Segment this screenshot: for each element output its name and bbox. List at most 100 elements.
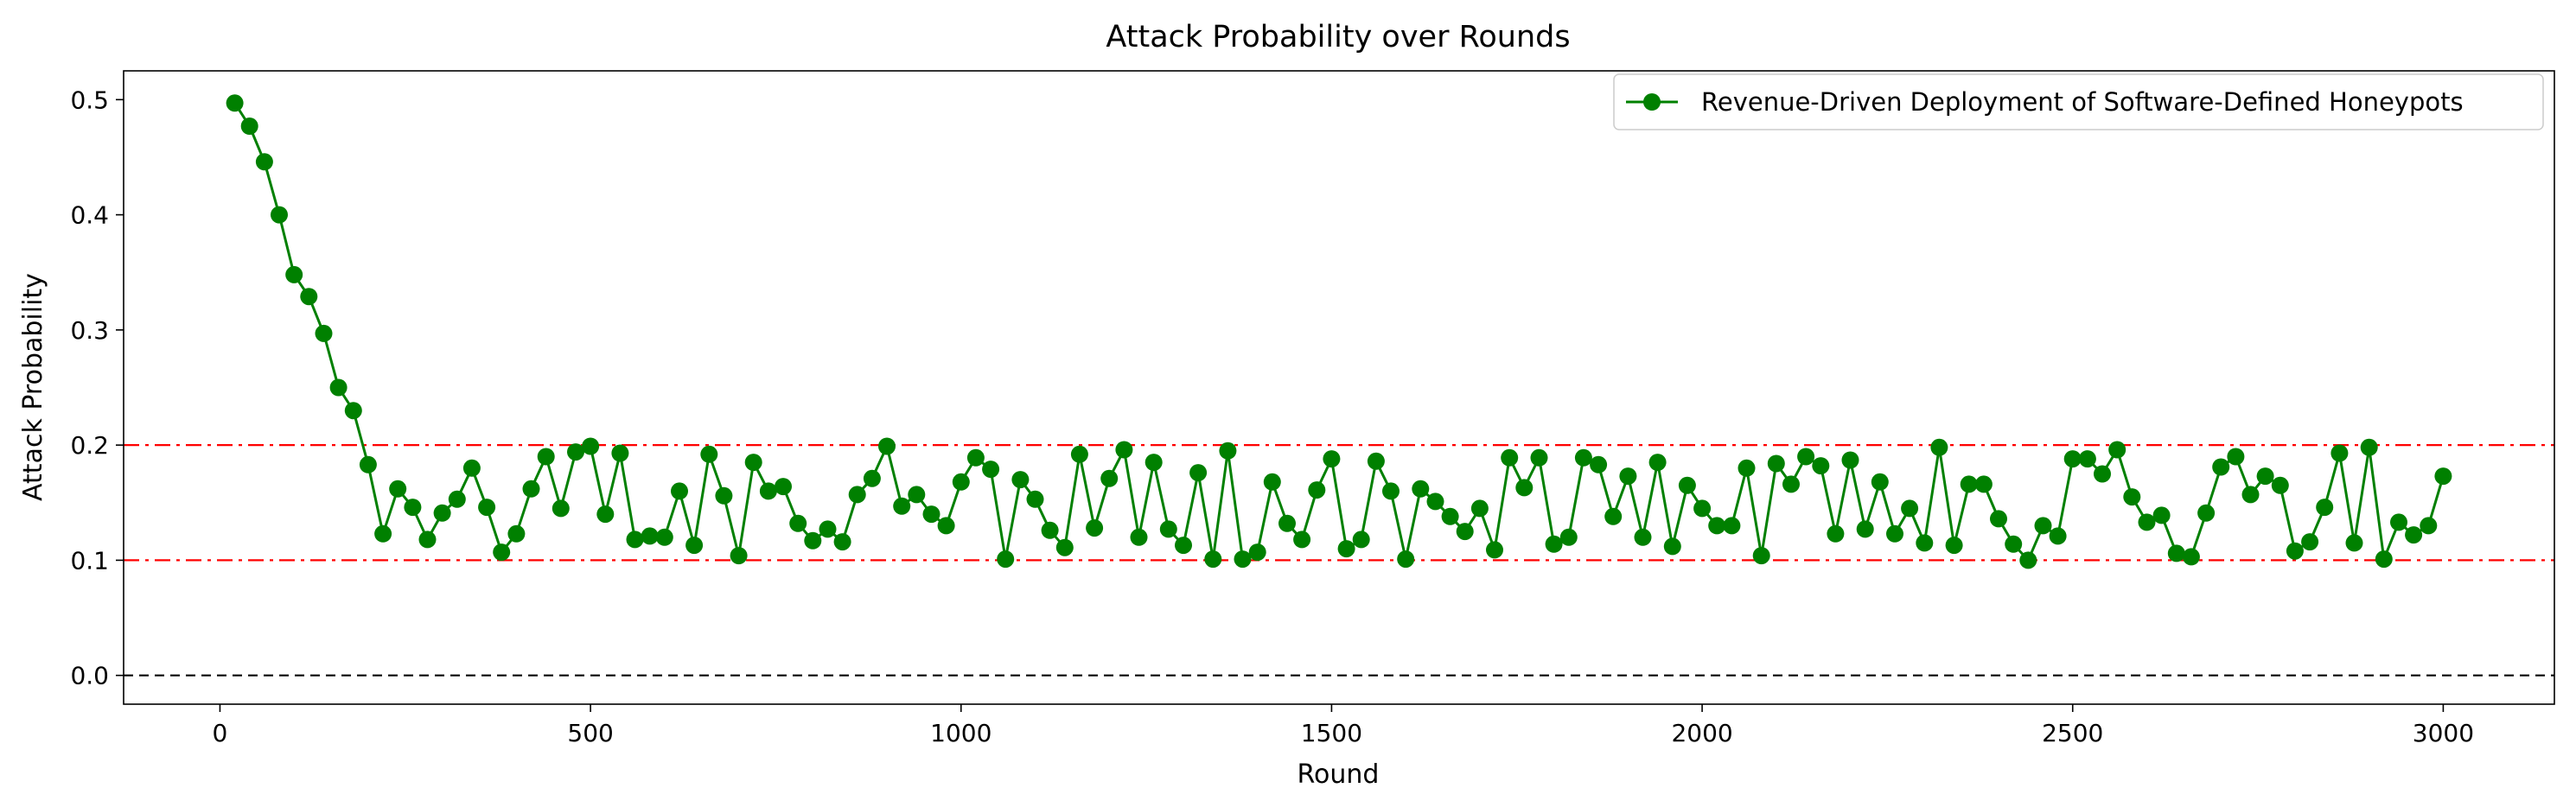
data-point — [1100, 469, 1119, 487]
data-point — [2316, 499, 2334, 517]
data-point — [1041, 521, 1059, 539]
data-point — [2152, 506, 2171, 524]
x-tick-label: 3000 — [2413, 719, 2474, 747]
data-point — [552, 499, 570, 518]
y-tick-label: 0.5 — [70, 86, 109, 114]
y-tick-label: 0.2 — [70, 431, 109, 460]
data-point — [2286, 542, 2304, 560]
data-point — [1782, 475, 1800, 493]
y-axis-ticks: 0.0 0.1 0.2 0.3 0.4 0.5 — [70, 86, 124, 690]
chart-title: Attack Probability over Rounds — [1106, 20, 1570, 54]
data-point — [1219, 442, 1237, 460]
data-point — [240, 118, 258, 135]
data-point — [611, 444, 629, 462]
y-tick-label: 0.1 — [70, 546, 109, 575]
data-point — [2331, 444, 2349, 462]
data-point — [596, 505, 615, 524]
data-point — [1308, 481, 1326, 499]
y-axis-label: Attack Probability — [18, 273, 48, 501]
data-point — [1663, 537, 1681, 556]
data-point — [685, 537, 704, 555]
legend: Revenue-Driven Deployment of Software-De… — [1613, 73, 2544, 130]
data-point — [1723, 517, 1741, 535]
data-point — [1574, 448, 1592, 467]
data-point — [1960, 475, 1978, 493]
data-point — [1470, 499, 1489, 518]
data-point — [1930, 438, 1948, 456]
data-point — [1486, 541, 1503, 559]
data-point — [493, 543, 511, 562]
data-point — [537, 448, 555, 466]
data-point — [700, 445, 718, 463]
data-point — [1086, 519, 1104, 537]
data-point — [567, 443, 584, 461]
data-point — [833, 533, 851, 551]
data-point — [1426, 492, 1444, 511]
data-point — [2360, 438, 2378, 456]
data-point — [1827, 524, 1845, 543]
data-point — [1293, 531, 1311, 549]
data-point — [2345, 534, 2363, 552]
y-tick-label: 0.0 — [70, 662, 109, 690]
data-point — [952, 473, 970, 491]
data-point — [2420, 517, 2438, 535]
data-point — [1693, 499, 1712, 518]
data-point — [374, 524, 392, 543]
data-point — [1278, 514, 1296, 532]
data-point — [1515, 479, 1533, 497]
data-point — [2108, 441, 2126, 459]
x-axis-ticks: 0 500 1000 1500 2000 2500 3000 — [213, 704, 2474, 747]
data-point — [2256, 467, 2274, 486]
data-point — [1367, 452, 1385, 470]
data-point — [1011, 471, 1030, 489]
data-point — [2063, 450, 2082, 468]
reference-lines — [124, 444, 2554, 677]
data-point — [1767, 454, 1785, 473]
data-point — [1159, 520, 1177, 538]
data-point — [759, 482, 777, 500]
data-point — [1337, 540, 1355, 558]
data-point — [775, 478, 792, 496]
data-point — [1412, 480, 1430, 498]
series-layer — [226, 94, 2452, 569]
data-point — [1871, 473, 1889, 491]
data-point — [2094, 465, 2111, 483]
data-point — [1130, 528, 1148, 546]
data-point — [1145, 454, 1163, 472]
data-point — [908, 486, 926, 504]
data-point — [2197, 504, 2216, 522]
data-point — [1456, 523, 1474, 541]
data-point — [626, 531, 644, 549]
data-point — [1797, 448, 1815, 466]
data-point — [389, 480, 407, 498]
x-tick-label: 500 — [567, 719, 613, 747]
data-point — [2034, 517, 2052, 535]
data-point — [671, 482, 688, 500]
data-point — [2241, 486, 2260, 504]
data-point — [1648, 454, 1667, 472]
data-point — [2212, 458, 2230, 476]
data-point — [1856, 520, 1874, 538]
x-tick-label: 1000 — [930, 719, 992, 747]
data-point — [522, 480, 540, 498]
data-point — [1634, 528, 1652, 546]
data-point — [462, 459, 481, 477]
legend-marker-swatch — [1643, 93, 1661, 111]
data-point — [226, 94, 244, 112]
x-axis-label: Round — [1298, 759, 1380, 790]
data-point — [2078, 450, 2096, 468]
data-point — [997, 550, 1015, 569]
data-point — [1070, 445, 1088, 463]
data-point — [2405, 526, 2423, 544]
data-point — [1263, 473, 1281, 491]
data-point — [848, 486, 866, 504]
data-point — [344, 402, 362, 420]
data-point — [922, 505, 940, 524]
data-point — [2390, 513, 2407, 531]
data-point — [2301, 533, 2319, 551]
data-point — [863, 469, 881, 487]
data-point — [1590, 455, 1608, 473]
data-point — [2375, 550, 2393, 569]
data-point — [507, 524, 526, 543]
